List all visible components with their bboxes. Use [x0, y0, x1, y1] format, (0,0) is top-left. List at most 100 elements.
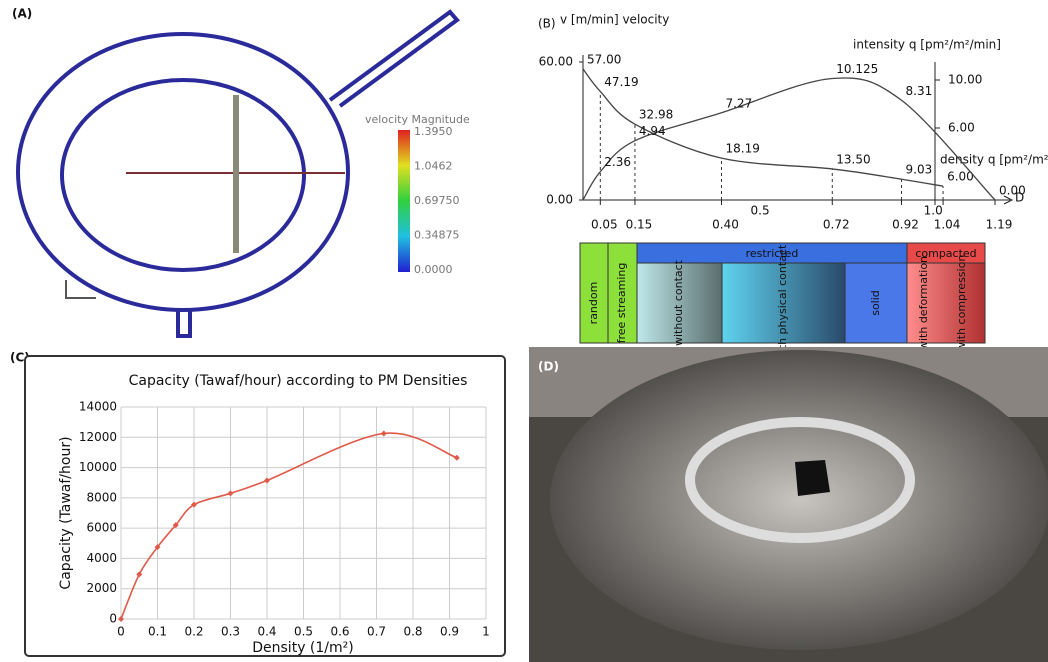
y-axis-label: Capacity (Tawaf/hour) [58, 436, 74, 589]
rod [233, 95, 239, 253]
x-tick-label: 1.04 [934, 218, 961, 232]
panel-a: (A) velocity Magnitude 1.3950 1.0462 0.697… [12, 7, 470, 338]
panel-d: (D) [529, 347, 1048, 662]
chart-title: Capacity (Tawaf/hour) according to PM De… [129, 373, 468, 389]
state-cell [721, 262, 846, 344]
state-label: solid [869, 290, 882, 316]
state-label: with compression [955, 255, 968, 352]
y-tick-label: 8000 [86, 490, 117, 504]
x-tick-label: 1.0 [924, 204, 943, 218]
y-tick-label: 12000 [79, 430, 117, 444]
y-tick-label: 60.00 [539, 55, 573, 69]
state-cell [844, 262, 908, 344]
x-tick-label: 0.05 [591, 218, 618, 232]
flow-states: restricted compacted random free streamin… [579, 242, 986, 361]
value-label: 8.31 [906, 84, 933, 98]
legend-tick-label: 0.0000 [414, 263, 453, 276]
y2-axis-label: intensity q [pm²/m²/min] [853, 38, 1001, 52]
x-tick-label: 0.8 [403, 625, 422, 639]
x-tick-label: 0.40 [712, 218, 739, 232]
legend-tick-label: 1.3950 [414, 125, 453, 138]
chart-frame [24, 355, 506, 657]
value-label: 4.94 [639, 124, 666, 138]
point [227, 490, 234, 497]
photo-kaaba [795, 460, 830, 496]
x-tick-label: 0.4 [257, 625, 276, 639]
x-axis-label: D [1015, 191, 1024, 205]
legend-tick-label: 1.0462 [414, 160, 453, 173]
series-line [582, 77, 996, 201]
axes-glyph [65, 280, 96, 299]
group-label: compacted [915, 247, 976, 260]
y2-tick-label: 10.00 [948, 73, 982, 87]
legend-tick-label: 0.34875 [414, 229, 460, 242]
x-tick-label: 0.1 [148, 625, 167, 639]
value-label: 10.125 [836, 62, 878, 76]
photo-courtyard [550, 350, 1048, 650]
color-bar [398, 130, 410, 272]
point [380, 430, 387, 437]
legend-ticks: 1.3950 1.0462 0.69750 0.34875 0.0000 [414, 125, 460, 276]
panel-c: 0 0.1 0.2 0.3 0.4 0.5 0.6 0.7 0.8 0.9 1 0 2000 4000 60… [79, 400, 490, 639]
legend-tick-label: 0.69750 [414, 194, 460, 207]
state-cell [906, 262, 986, 344]
x-tick-label: 0.15 [626, 218, 653, 232]
x-tick-label: 0.7 [367, 625, 386, 639]
y-axis-label: v [m/min] velocity [560, 13, 669, 27]
y-tick-label: 0.00 [546, 193, 573, 207]
x-tick-label: 0 [117, 625, 125, 639]
state-label: with deformation [917, 256, 930, 350]
x-tick-label: 0.6 [330, 625, 349, 639]
y-tick-label: 4000 [86, 551, 117, 565]
state-cell [636, 262, 723, 344]
value-label: 18.19 [725, 142, 759, 156]
legend-title: velocity Magnitude [365, 113, 470, 126]
state-label: free streaming [615, 263, 628, 344]
value-label: 2.36 [604, 155, 631, 169]
x-axis-label: Density (1/m²) [252, 640, 353, 656]
track [176, 308, 192, 338]
state-label: with physical contact [776, 244, 789, 361]
x-tick-label: 0.5 [294, 625, 313, 639]
y2-tick-label: 6.00 [948, 121, 975, 135]
panel-b: v [m/min] velocity intensity q [pm²/m²/mi… [539, 13, 1048, 232]
state-cell [579, 242, 609, 344]
density-label: density q [pm²/m²] [940, 153, 1048, 167]
value-label: 6.00 [947, 170, 974, 184]
x-tick-label: 0.3 [221, 625, 240, 639]
point [264, 477, 270, 484]
track [60, 78, 306, 272]
state-label: random [587, 282, 600, 325]
track [16, 32, 350, 312]
x-tick-label: 0.92 [892, 218, 919, 232]
x-tick-label: 1 [482, 625, 490, 639]
value-label: 0.00 [999, 184, 1026, 198]
track [328, 9, 460, 108]
value-label: 9.03 [906, 163, 933, 177]
series-line [120, 432, 458, 620]
x-tick-label: 0.9 [440, 625, 459, 639]
x-tick-label: 0.5 [751, 204, 770, 218]
arrow [1003, 195, 1014, 205]
point [191, 501, 197, 508]
y-tick-label: 10000 [79, 460, 117, 474]
y-tick-label: 14000 [79, 400, 117, 414]
value-label: 47.19 [604, 75, 638, 89]
value-label: 13.50 [836, 152, 870, 166]
value-label: 7.27 [725, 96, 752, 110]
point [453, 454, 460, 461]
x-tick-label: 1.19 [986, 218, 1013, 232]
photo-ring [685, 417, 915, 543]
state-cell [607, 242, 638, 344]
value-label: 32.98 [639, 108, 673, 122]
x-tick-label: 0.2 [184, 625, 203, 639]
x-tick-label: 0.72 [823, 218, 850, 232]
point [136, 571, 143, 578]
state-label: without contact [672, 259, 685, 346]
y-tick-label: 6000 [86, 521, 117, 535]
y-tick-label: 2000 [86, 581, 117, 595]
point [118, 616, 124, 622]
group-label: restricted [746, 247, 799, 260]
panel-label: (A) [12, 7, 32, 21]
